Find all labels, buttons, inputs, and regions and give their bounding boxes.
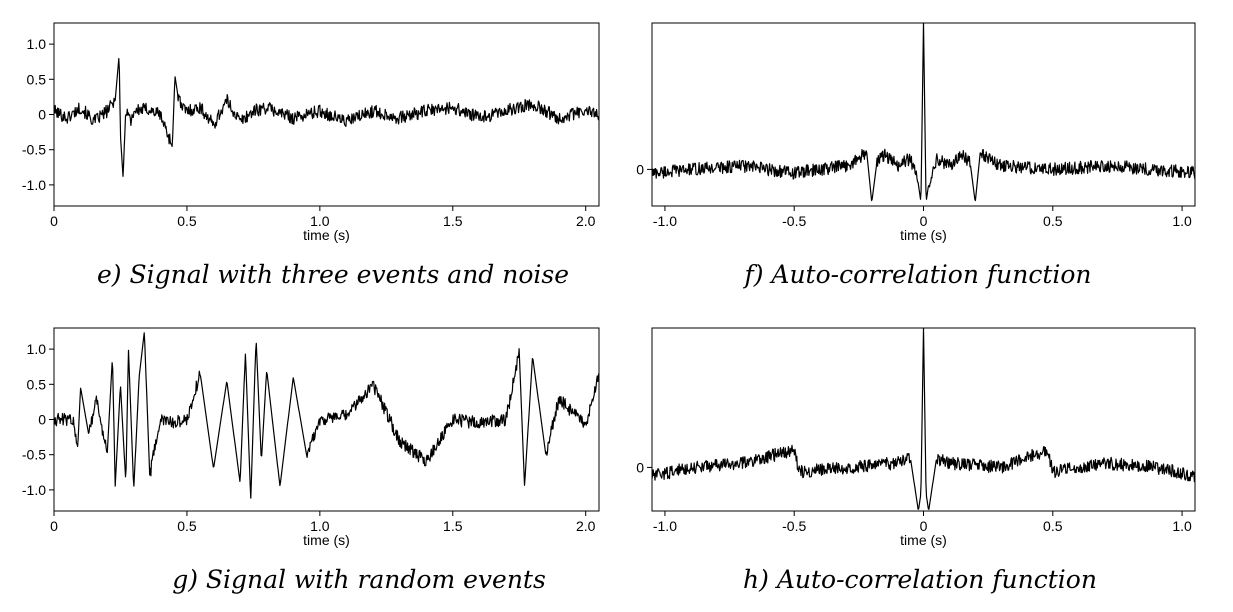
plot-frame-g [53, 327, 600, 512]
x-tick-label-h: 0 [920, 518, 928, 534]
panel-caption-f: f) Auto-correlation function [742, 260, 1091, 289]
panel-caption-g: g) Signal with random events [172, 565, 546, 594]
x-tick-label-h: 0.5 [1043, 518, 1063, 534]
signal-trace-f [652, 23, 1195, 202]
y-tick-label-g: -1.0 [22, 482, 46, 498]
x-tick-label-e: 2.0 [576, 213, 596, 229]
y-tick-label-e: 1.0 [27, 36, 47, 52]
y-tick-label-e: 0.5 [27, 71, 47, 87]
y-tick-label-g: -0.5 [22, 447, 46, 463]
y-tick-label-g: 0.5 [27, 376, 47, 392]
signal-trace-g [54, 332, 599, 499]
x-tick-label-g: 2.0 [576, 518, 596, 534]
x-tick-label-f: 0 [920, 213, 928, 229]
x-axis-label-h: time (s) [900, 532, 947, 548]
x-axis-label-e: time (s) [303, 227, 350, 243]
panel-caption-e: e) Signal with three events and noise [97, 260, 569, 289]
panel-caption-h: h) Auto-correlation function [743, 565, 1097, 594]
x-axis-label-g: time (s) [303, 532, 350, 548]
x-tick-label-e: 0 [50, 213, 58, 229]
x-tick-label-e: 0.5 [177, 213, 197, 229]
signal-trace-h [652, 328, 1195, 510]
x-tick-label-e: 1.5 [443, 213, 463, 229]
panel-e-signal-three-events: 0 0.5 1.0 1.5 2.0 1.0 0.5 0 -0.5 -1.0 time (s) e) S… [22, 22, 600, 289]
x-tick-label-f: -0.5 [782, 213, 806, 229]
signal-trace-e [54, 58, 599, 177]
x-tick-label-g: 0.5 [177, 518, 197, 534]
y-tick-label-f: 0 [636, 161, 644, 177]
y-tick-label-e: -1.0 [22, 177, 46, 193]
y-tick-label-e: -0.5 [22, 142, 46, 158]
panel-g-signal-random-events: 0 0.5 1.0 1.5 2.0 1.0 0.5 0 -0.5 -1.0 time (s) g) S… [22, 327, 600, 594]
x-tick-label-g: 1.0 [310, 518, 330, 534]
x-axis-label-f: time (s) [900, 227, 947, 243]
x-tick-label-h: -0.5 [782, 518, 806, 534]
y-tick-label-h: 0 [636, 459, 644, 475]
y-tick-label-e: 0 [38, 107, 46, 123]
x-tick-label-g: 0 [50, 518, 58, 534]
y-tick-label-g: 1.0 [27, 341, 47, 357]
x-tick-label-e: 1.0 [310, 213, 330, 229]
x-tick-label-f: 1.0 [1172, 213, 1192, 229]
x-tick-label-g: 1.5 [443, 518, 463, 534]
x-tick-label-f: 0.5 [1043, 213, 1063, 229]
x-tick-label-h: 1.0 [1172, 518, 1192, 534]
x-tick-label-f: -1.0 [653, 213, 677, 229]
x-tick-label-h: -1.0 [653, 518, 677, 534]
y-tick-label-g: 0 [38, 412, 46, 428]
